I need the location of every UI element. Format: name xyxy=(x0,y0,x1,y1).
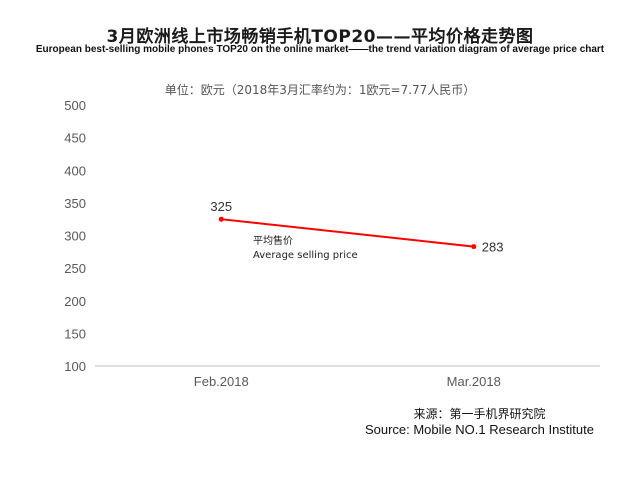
y-tick-label: 400 xyxy=(64,163,86,178)
y-tick-label: 500 xyxy=(64,98,86,113)
y-axis: 100 150 200 250 300 350 400 450 500 xyxy=(64,98,86,374)
y-tick-label: 200 xyxy=(64,294,86,309)
chart-title: 3月欧洲线上市场畅销手机TOP20——平均价格走势图 xyxy=(106,27,534,47)
y-tick-label: 250 xyxy=(64,261,86,276)
y-tick-label: 150 xyxy=(64,326,86,341)
data-point xyxy=(218,216,224,222)
x-tick-label: Feb.2018 xyxy=(194,374,249,389)
data-point xyxy=(471,244,477,250)
data-label: 283 xyxy=(482,240,504,255)
chart-subtitle: European best-selling mobile phones TOP2… xyxy=(35,44,605,55)
x-tick-label: Mar.2018 xyxy=(447,374,501,389)
source-en: Source: Mobile NO.1 Research Institute xyxy=(364,422,594,437)
series-label-cn: 平均售价 xyxy=(253,234,293,247)
source-cn: 来源：第一手机界研究院 xyxy=(413,407,546,421)
series-group: 325 283 xyxy=(210,199,503,254)
y-tick-label: 350 xyxy=(64,196,86,211)
data-label: 325 xyxy=(210,199,232,214)
y-tick-label: 450 xyxy=(64,131,86,146)
series-label-en: Average selling price xyxy=(253,250,358,261)
source-note: 来源：第一手机界研究院 Source: Mobile NO.1 Research… xyxy=(365,406,594,438)
series-line xyxy=(221,218,474,248)
y-tick-label: 300 xyxy=(64,229,86,244)
y-tick-label: 100 xyxy=(64,359,86,374)
x-axis: Feb.2018 Mar.2018 xyxy=(194,374,501,389)
unit-note: 单位：欧元（2018年3月汇率约为：1欧元=7.77人民币） xyxy=(164,83,476,97)
